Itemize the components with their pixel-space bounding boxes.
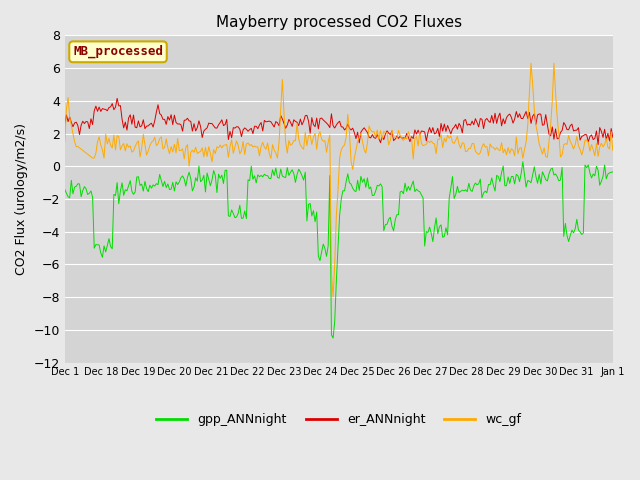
Legend: gpp_ANNnight, er_ANNnight, wc_gf: gpp_ANNnight, er_ANNnight, wc_gf [151, 408, 526, 431]
Y-axis label: CO2 Flux (urology/m2/s): CO2 Flux (urology/m2/s) [15, 123, 28, 275]
Text: MB_processed: MB_processed [73, 45, 163, 59]
Title: Mayberry processed CO2 Fluxes: Mayberry processed CO2 Fluxes [216, 15, 462, 30]
